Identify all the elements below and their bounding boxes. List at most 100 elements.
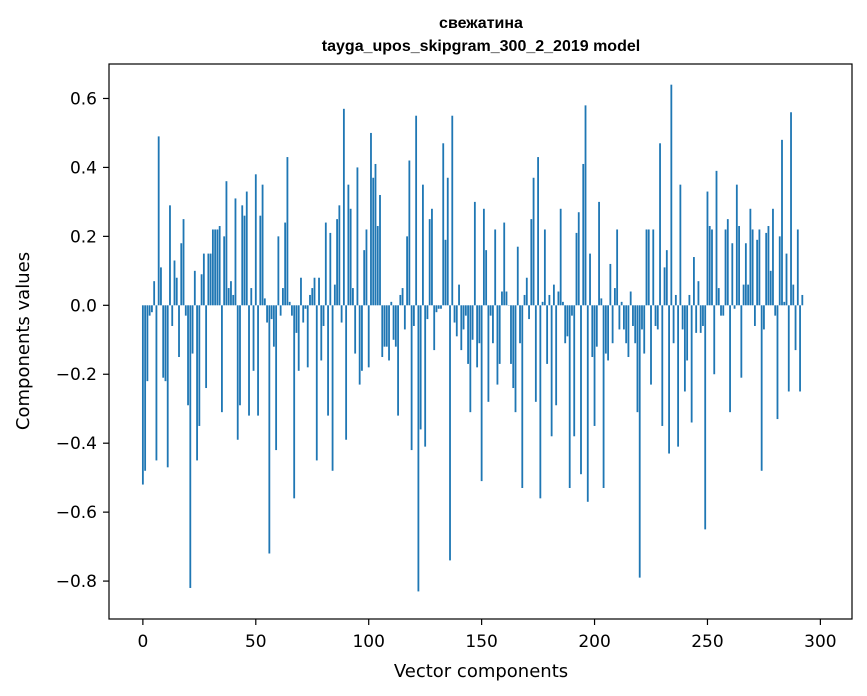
bar-4 [151,305,153,313]
bar-136 [449,305,451,561]
bar-275 [763,305,765,330]
bar-6 [155,305,158,461]
bar-225 [650,305,652,385]
bar-208 [611,305,614,344]
bar-138 [453,305,456,323]
bar-46 [245,191,248,306]
bar-68 [295,305,298,333]
bar-83 [329,232,332,306]
bar-40 [232,294,235,306]
bar-94 [354,305,357,354]
bar-120 [412,305,415,326]
bar-128 [431,208,433,306]
bar-140 [458,284,460,306]
bar-87 [338,205,341,306]
bar-44 [241,205,244,306]
bar-7 [157,136,160,306]
bar-239 [681,305,684,330]
bar-13 [171,305,174,326]
bar-55 [266,305,268,323]
bar-22 [191,305,194,354]
bar-254 [715,170,718,306]
bar-212 [620,301,623,306]
bar-147 [473,201,476,306]
bar-101 [370,132,372,306]
bar-52 [259,215,262,306]
bar-41 [234,198,237,306]
bar-220 [638,305,641,578]
bar-9 [162,305,165,378]
bar-90 [345,305,348,440]
bar-176 [539,305,542,499]
bar-93 [352,288,354,306]
bar-218 [634,305,637,344]
bar-20 [187,305,189,406]
bar-72 [304,305,307,309]
bar-157 [496,305,499,385]
bar-282 [778,236,781,306]
bar-255 [717,288,720,306]
x-tick-label: 250 [691,632,723,652]
x-axis-label: Vector components [394,661,568,682]
bar-3 [148,305,151,316]
bar-246 [697,281,700,306]
bar-166 [516,246,519,306]
bar-258 [724,229,727,306]
y-tick-label: 0.0 [70,296,97,316]
bar-70 [300,277,302,306]
bar-227 [654,305,657,326]
bar-130 [435,305,438,313]
bar-124 [422,184,424,306]
bar-82 [327,305,329,416]
bar-177 [541,301,544,306]
bar-234 [670,84,673,306]
bar-216 [629,291,632,306]
bar-202 [598,201,600,306]
bar-60 [277,236,280,306]
y-tick-label: −0.2 [56,365,97,385]
bar-229 [659,143,661,306]
bar-223 [645,229,648,306]
bar-236 [674,294,677,306]
bar-259 [726,219,729,306]
bar-165 [514,305,517,413]
bar-251 [708,226,711,306]
bar-84 [331,305,334,471]
bar-288 [792,284,795,306]
bar-49 [252,305,255,371]
bar-45 [243,215,246,306]
bar-76 [313,277,316,306]
bar-190 [571,305,573,316]
bar-221 [641,305,643,330]
bar-50 [254,174,257,306]
bar-107 [383,305,386,347]
bar-156 [494,229,497,306]
bar-253 [713,305,716,375]
bar-73 [306,305,309,368]
bar-240 [683,305,686,392]
bar-132 [440,305,442,309]
bar-125 [424,305,427,447]
bar-33 [216,229,219,306]
bar-189 [568,305,571,488]
bar-267 [744,243,747,306]
y-tick-label: −0.6 [56,503,97,523]
bar-122 [417,305,420,592]
bar-63 [284,222,287,306]
bar-261 [731,243,734,306]
bar-201 [595,305,598,347]
bar-35 [221,305,223,413]
bar-61 [279,305,282,316]
bar-88 [340,305,343,323]
bar-278 [769,270,772,306]
bar-142 [462,305,465,330]
bar-5 [153,281,156,306]
y-tick-label: 0.4 [70,158,97,178]
bar-247 [699,305,702,333]
bar-133 [442,143,445,306]
bar-249 [704,305,707,530]
bar-1 [144,305,147,471]
bar-200 [593,305,596,426]
bar-24 [196,305,198,461]
bar-269 [749,208,752,306]
